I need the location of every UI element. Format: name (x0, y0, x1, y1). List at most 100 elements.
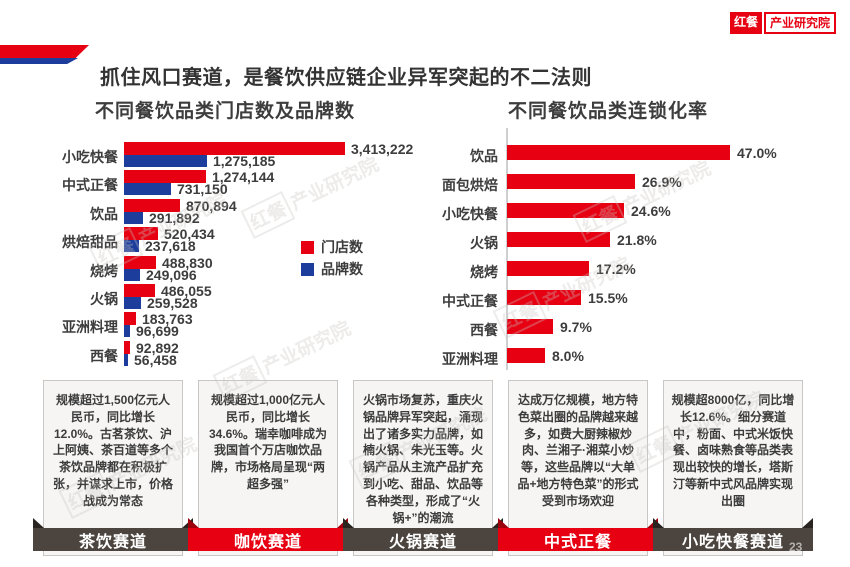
right-chart-row: 饮品 47.0% (435, 145, 850, 164)
chain-rate-bar (507, 232, 610, 247)
right-category-label: 火锅 (470, 235, 498, 251)
stores-brands-chart: 不同餐饮品类门店数及品牌数 小吃快餐 3,413,222 1,275,185 中式正餐… (40, 96, 450, 374)
stores-bar (124, 198, 180, 212)
y-axis-line (506, 128, 508, 370)
right-chart-row: 面包烘焙 26.9% (435, 174, 850, 193)
track-card-body: 火锅市场复苏，重庆火锅品牌异军突起，涌现出了诸多实力品牌，如楠火锅、朱光玉等。火… (353, 380, 493, 556)
brands-bar (124, 325, 130, 338)
left-chart-row: 小吃快餐 3,413,222 1,275,185 (40, 142, 450, 169)
brands-bar (124, 268, 140, 281)
right-chart-plot-area: 饮品 47.0% 面包烘焙 26.9% 小吃快餐 24.6% 火锅 21.8% 烧烤 17.2% 中… (435, 145, 850, 374)
left-chart-plot-area: 小吃快餐 3,413,222 1,275,185 中式正餐 1,274,144 731,1… (40, 142, 450, 374)
brands-value: 56,458 (134, 351, 177, 368)
stores-bar (124, 170, 206, 184)
left-chart-row: 亚洲料理 183,763 96,699 (40, 312, 450, 339)
left-category-label: 中式正餐 (62, 177, 118, 194)
brands-bar (124, 211, 143, 224)
left-category-label: 烘焙甜品 (62, 234, 118, 251)
logo-primary-mark: 红餐 (729, 12, 762, 34)
left-category-label: 亚洲料理 (62, 319, 118, 336)
track-description: 规模超8000亿，同比增长12.6%。细分赛道中，粉面、中式米饭快餐、卤味熟食等… (671, 393, 795, 508)
brand-logo: 红餐 产业研究院 (729, 12, 836, 34)
chain-rate-bar (507, 261, 589, 276)
right-category-label: 饮品 (470, 148, 498, 164)
stores-legend-swatch (301, 240, 314, 254)
left-chart-legend: 门店数 品牌数 (301, 239, 363, 284)
right-chart-title: 不同餐饮品类连锁化率 (507, 101, 708, 122)
track-card-body: 规模超8000亿，同比增长12.6%。细分赛道中，粉面、中式米饭快餐、卤味熟食等… (663, 380, 803, 556)
chain-rate-value: 47.0% (737, 145, 777, 161)
stores-bar (124, 312, 136, 326)
chain-rate-value: 9.7% (560, 319, 592, 335)
legend-item-stores: 门店数 (301, 239, 363, 255)
stores-value: 1,274,144 (212, 169, 275, 186)
track-description: 规模超过1,000亿元人民币，同比增长34.6%。瑞幸咖啡成为我国首个万店咖饮品… (208, 393, 328, 491)
track-ribbon-label: 咖饮赛道 (188, 518, 348, 551)
left-chart-row: 烧烤 488,830 249,096 (40, 254, 450, 283)
title-accent-red-bar (0, 45, 89, 58)
left-chart-row: 火锅 486,055 259,528 (40, 284, 450, 311)
left-category-label: 饮品 (90, 205, 118, 222)
chain-rate-bar (507, 145, 730, 160)
chain-rate-value: 15.5% (588, 290, 628, 306)
brands-bar (124, 353, 128, 366)
chain-rate-value: 24.6% (631, 203, 671, 219)
brands-legend-swatch (301, 262, 314, 276)
chain-rate-chart: 不同餐饮品类连锁化率 饮品 47.0% 面包烘焙 26.9% 小吃快餐 24.6% 火锅 21… (435, 96, 850, 374)
track-ribbon-label: 茶饮赛道 (33, 518, 193, 551)
stores-value: 92,892 (136, 339, 179, 356)
brands-value: 237,618 (145, 238, 196, 255)
brands-value: 291,892 (149, 209, 200, 226)
brands-value: 96,699 (136, 323, 179, 340)
stores-bar (124, 340, 130, 354)
right-category-label: 中式正餐 (442, 293, 498, 309)
right-chart-row: 亚洲料理 8.0% (435, 348, 850, 367)
brands-bar (124, 240, 139, 253)
track-card: 规模超过1,000亿元人民币，同比增长34.6%。瑞幸咖啡成为我国首个万店咖饮品… (188, 380, 348, 556)
brands-legend-label: 品牌数 (321, 261, 363, 277)
track-card-body: 规模超过1,500亿元人民币，同比增长12.0%。古茗茶饮、沪上阿姨、茶百道等多… (43, 380, 183, 556)
left-chart-row: 中式正餐 1,274,144 731,150 (40, 170, 450, 197)
right-chart-row: 火锅 21.8% (435, 232, 850, 251)
brands-value: 249,096 (146, 266, 197, 283)
right-chart-row: 中式正餐 15.5% (435, 290, 850, 309)
track-card: 火锅市场复苏，重庆火锅品牌异军突起，涌现出了诸多实力品牌，如楠火锅、朱光玉等。火… (343, 380, 503, 556)
chain-rate-value: 26.9% (642, 174, 682, 190)
brands-value: 259,528 (147, 295, 198, 311)
chain-rate-bar (507, 174, 635, 189)
track-cards-row: 规模超过1,500亿元人民币，同比增长12.0%。古茗茶饮、沪上阿姨、茶百道等多… (33, 380, 835, 556)
track-card-body: 规模超过1,000亿元人民币，同比增长34.6%。瑞幸咖啡成为我国首个万店咖饮品… (198, 380, 338, 556)
track-ribbon-label: 小吃快餐赛道 (653, 518, 813, 551)
left-chart-row: 西餐 92,892 56,458 (40, 339, 450, 368)
stores-value: 520,434 (164, 226, 215, 243)
chain-rate-bar (507, 203, 624, 218)
left-category-label: 烧烤 (90, 262, 118, 279)
brands-bar (124, 297, 141, 309)
logo-secondary-mark: 产业研究院 (763, 12, 836, 34)
brands-value: 1,275,185 (213, 153, 276, 169)
right-chart-row: 小吃快餐 24.6% (435, 203, 850, 222)
right-category-label: 小吃快餐 (442, 206, 498, 222)
stores-bar (124, 142, 345, 155)
right-chart-row: 西餐 9.7% (435, 319, 850, 338)
chain-rate-bar (507, 319, 553, 334)
stores-value: 3,413,222 (351, 141, 414, 157)
stores-legend-label: 门店数 (321, 239, 363, 255)
left-category-label: 小吃快餐 (62, 149, 118, 165)
left-category-label: 火锅 (90, 291, 118, 307)
chain-rate-value: 17.2% (596, 261, 636, 277)
stores-bar (124, 284, 155, 297)
stores-value: 870,894 (186, 197, 237, 214)
right-category-label: 烧烤 (470, 264, 498, 280)
track-ribbon-label: 火锅赛道 (343, 518, 503, 551)
chain-rate-bar (507, 290, 581, 305)
page-title: 抓住风口赛道，是餐饮供应链企业异军突起的不二法则 (100, 67, 592, 90)
track-card-body: 达成万亿规模，地方特色菜出圈的品牌越来越多，如费大厨辣椒炒肉、兰湘子·湘菜小炒等… (508, 380, 648, 556)
brands-bar (124, 183, 171, 196)
stores-value: 488,830 (162, 254, 213, 271)
left-chart-row: 饮品 870,894 291,892 (40, 197, 450, 226)
title-accent-blue-bar (0, 58, 78, 64)
stores-value: 486,055 (161, 283, 212, 299)
track-card: 规模超过1,500亿元人民币，同比增长12.0%。古茗茶饮、沪上阿姨、茶百道等多… (33, 380, 193, 556)
